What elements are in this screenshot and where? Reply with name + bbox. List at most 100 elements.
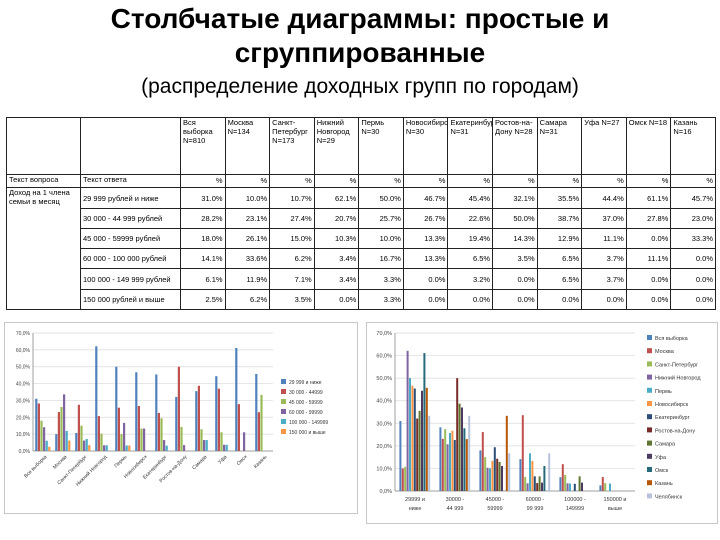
- bar: [413, 388, 416, 491]
- x-tick-label: 99 999: [527, 506, 544, 512]
- bar: [548, 453, 551, 491]
- y-tick-label: 10,0%: [16, 432, 31, 438]
- bar: [137, 405, 140, 451]
- value-cell: 44.4%: [581, 187, 627, 209]
- unit-cell: %: [447, 173, 494, 189]
- bar: [200, 429, 203, 451]
- value-cell: 26.7%: [402, 207, 449, 229]
- legend-swatch: [647, 348, 652, 354]
- answer-cell: 29 999 рублей и ниже: [80, 187, 181, 209]
- x-tick-label: 100000 -: [564, 497, 586, 503]
- value-cell: 45.4%: [447, 187, 494, 209]
- bar: [68, 440, 71, 451]
- bar: [220, 432, 223, 451]
- legend-label: 29 999 и ниже: [289, 380, 322, 386]
- y-tick-label: 60,0%: [16, 348, 31, 354]
- x-tick-label: 30000 -: [446, 497, 465, 503]
- legend-label: Москва: [655, 349, 675, 355]
- chart-by-income: 0,0% 10,0% 20,0% 30,0% 40,0% 50,0% 60,0% 70,0% 2…: [366, 322, 718, 524]
- bar: [225, 444, 228, 451]
- unit-cell: %: [180, 173, 226, 189]
- bar: [578, 476, 581, 491]
- unit-cell: %: [581, 173, 627, 189]
- question-header-spacer: [6, 117, 81, 175]
- bar: [453, 439, 456, 491]
- bar: [508, 453, 511, 491]
- value-cell: 33.3%: [670, 227, 716, 250]
- bar: [77, 404, 80, 451]
- bar: [35, 398, 38, 451]
- bar: [581, 482, 583, 491]
- bar: [599, 485, 602, 491]
- value-cell: 50.0%: [492, 207, 538, 229]
- bar: [48, 446, 51, 451]
- bar: [65, 430, 68, 451]
- bar: [458, 403, 461, 491]
- legend-label: 60 000 - 99999: [289, 410, 323, 416]
- value-cell: 32.1%: [492, 187, 538, 209]
- bar: [421, 390, 423, 491]
- x-tick-label: ниже: [409, 506, 422, 512]
- y-tick-label: 20,0%: [16, 415, 31, 421]
- bar: [468, 415, 471, 491]
- unit-cell: %: [492, 173, 538, 189]
- page-title: Столбчатые диаграммы: простые и сгруппир…: [0, 2, 720, 70]
- value-cell: 0.0%: [670, 288, 716, 311]
- bar: [498, 461, 501, 491]
- table-row: 30 000 - 44 999 рублей 28.2% 23.1% 27.4% 20.…: [7, 207, 716, 229]
- legend-label: 100 000 - 149999: [289, 420, 328, 426]
- legend-label: Омск: [655, 468, 669, 474]
- bar: [456, 378, 459, 491]
- value-cell: 6.5%: [447, 248, 494, 270]
- bar: [491, 460, 494, 491]
- legend-swatch: [281, 389, 286, 394]
- page-title-line2: сгруппированные: [234, 37, 486, 68]
- bar: [439, 427, 442, 491]
- x-tick-label: 45000 -: [486, 497, 505, 503]
- value-cell: 25.7%: [358, 207, 404, 229]
- legend-label: Челябинск: [655, 494, 683, 500]
- value-cell: 11.9%: [224, 268, 271, 290]
- value-cell: 18.0%: [180, 227, 226, 250]
- bar: [399, 421, 402, 491]
- bar: [63, 394, 66, 451]
- bar: [416, 418, 419, 491]
- legend-swatch: [647, 374, 652, 380]
- bar: [160, 418, 163, 451]
- value-cell: 20.7%: [313, 207, 360, 229]
- question-cell: Доход на 1 члена семьи в месяц: [6, 187, 81, 310]
- value-cell: 3.4%: [313, 248, 360, 270]
- x-tick-label: Вся выборка: [23, 454, 48, 479]
- bar: [143, 428, 146, 451]
- bar: [255, 373, 258, 451]
- value-cell: 0.0%: [492, 268, 538, 290]
- y-tick-label: 50,0%: [16, 365, 31, 371]
- unit-cell: %: [313, 173, 360, 189]
- value-cell: 6.1%: [180, 268, 226, 290]
- value-cell: 3.5%: [269, 288, 315, 311]
- bar: [411, 385, 414, 491]
- bar: [533, 476, 536, 491]
- value-cell: 3.7%: [581, 248, 627, 270]
- bar: [561, 464, 564, 491]
- legend-swatch: [281, 409, 286, 414]
- legend-swatch: [281, 419, 286, 424]
- legend-swatch: [647, 440, 652, 446]
- value-cell: 6.2%: [269, 248, 315, 270]
- legend-label: Вся выборка: [655, 336, 689, 342]
- legend-label: Новосибирск: [655, 402, 689, 408]
- bar: [103, 445, 106, 451]
- bar: [88, 445, 91, 451]
- x-tick-label: выше: [608, 506, 622, 512]
- value-cell: 13.3%: [402, 227, 449, 250]
- legend-label: Пермь: [655, 389, 672, 395]
- unit-cell: %: [269, 173, 315, 189]
- bar: [215, 376, 218, 451]
- bar: [531, 460, 534, 491]
- bar: [43, 427, 46, 451]
- bar: [155, 374, 158, 451]
- bar: [479, 450, 482, 491]
- legend-swatch: [647, 401, 652, 406]
- column-header: Пермь N=30: [358, 117, 404, 175]
- value-cell: 0.0%: [625, 288, 672, 311]
